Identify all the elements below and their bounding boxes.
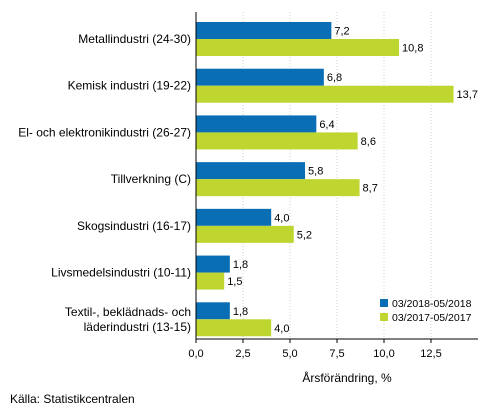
category-label: Skogsindustri (16-17) xyxy=(77,219,191,233)
bar xyxy=(196,132,358,150)
bar xyxy=(196,68,324,86)
data-label: 7,2 xyxy=(334,26,349,38)
data-label: 1,8 xyxy=(233,306,248,318)
bars: 7,2 10,8 6,8 13,7 6,4 8,6 5,8 8,7 4,0 5,2 1,8 1,5 1,… xyxy=(196,22,478,337)
bar xyxy=(196,272,225,290)
category-label: Textil-, beklädnads- och xyxy=(65,305,191,319)
bar xyxy=(196,162,306,180)
data-label: 4,0 xyxy=(274,212,289,224)
gridlines xyxy=(242,12,432,339)
category-label: Livsmedelsindustri (10-11) xyxy=(51,266,191,280)
legend-label: 03/2017-05/2017 xyxy=(392,312,472,324)
bar xyxy=(196,22,332,39)
x-axis: 0,0 2,5 5,0 7,5 10,0 12,5 xyxy=(188,12,478,360)
bar xyxy=(196,179,360,197)
bar xyxy=(196,208,272,226)
x-tick-label: 7,5 xyxy=(329,348,344,360)
category-label: läderindustri (13-15) xyxy=(84,320,191,334)
category-label: Metallindustri (24-30) xyxy=(78,32,191,46)
bar xyxy=(196,255,230,273)
data-label: 6,4 xyxy=(319,119,334,131)
data-label: 5,8 xyxy=(308,166,323,178)
category-label: Kemisk industri (19-22) xyxy=(68,79,191,93)
legend-swatch xyxy=(380,313,388,321)
bar xyxy=(196,302,230,320)
category-labels: Metallindustri (24-30) Kemisk industri (1… xyxy=(18,32,191,334)
data-label: 8,7 xyxy=(363,183,378,195)
data-label: 8,6 xyxy=(361,136,376,148)
data-label: 4,0 xyxy=(274,323,289,335)
data-label: 6,8 xyxy=(327,72,342,84)
data-label: 13,7 xyxy=(457,89,478,101)
data-label: 10,8 xyxy=(402,43,423,55)
x-tick-label: 12,5 xyxy=(420,348,441,360)
source-text: Källa: Statistikcentralen xyxy=(10,392,135,406)
data-label: 1,8 xyxy=(233,259,248,271)
data-label: 5,2 xyxy=(297,229,312,241)
category-label: Tillverkning (C) xyxy=(111,172,191,186)
bar xyxy=(196,115,317,133)
legend-swatch xyxy=(380,299,388,307)
bar xyxy=(196,225,294,243)
x-tick-label: 10,0 xyxy=(373,348,394,360)
x-tick-label: 0,0 xyxy=(188,348,203,360)
category-label: El- och elektronikindustri (26-27) xyxy=(18,125,191,139)
data-label: 1,5 xyxy=(227,276,242,288)
bar xyxy=(196,85,454,103)
x-tick-label: 2,5 xyxy=(235,348,250,360)
x-axis-title: Årsförändring, % xyxy=(302,370,392,385)
x-tick-label: 5,0 xyxy=(282,348,297,360)
legend-label: 03/2018-05/2018 xyxy=(392,298,472,310)
legend: 03/2018-05/2018 03/2017-05/2017 xyxy=(380,298,472,324)
bar xyxy=(196,39,400,56)
bar xyxy=(196,319,272,337)
